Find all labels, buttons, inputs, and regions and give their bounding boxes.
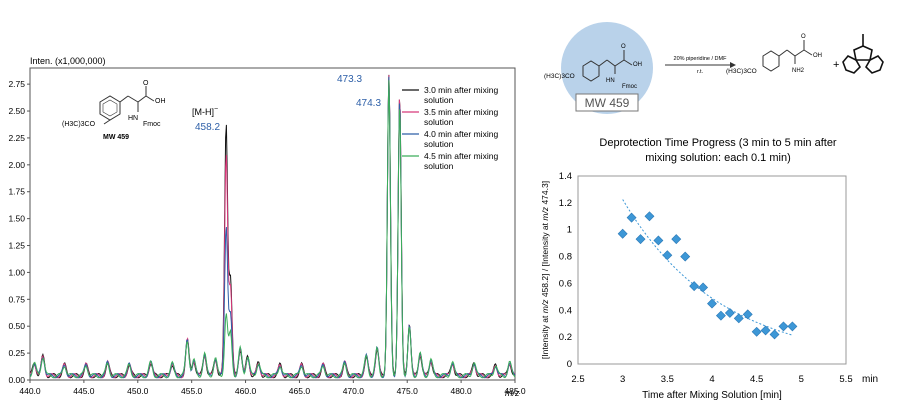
legend-label-cont: solution (424, 117, 454, 127)
ms-y-tick-label: 0.25 (8, 348, 25, 358)
ms-y-tick-label: 1.25 (8, 241, 25, 251)
ms-x-tick-label: 465.0 (289, 386, 311, 396)
legend-label-cont: solution (424, 161, 454, 171)
ms-y-ticks: 0.00 0.25 0.50 0.75 1.00 1.25 1.50 1.75 2.00 2.25… (8, 79, 30, 385)
inset-fmoc-label: Fmoc (143, 121, 161, 128)
ms-y-tick-label: 0.75 (8, 294, 25, 304)
ms-x-tick-label: 460.0 (235, 386, 257, 396)
ms-y-tick-label: 2.50 (8, 106, 25, 116)
ms-y-tick-label: 1.50 (8, 214, 25, 224)
ms-x-tick-label: 475.0 (397, 386, 419, 396)
inset-oh-label: OH (155, 98, 166, 105)
legend-label: 4.5 min after mixing (424, 151, 498, 161)
inset-mw-label: MW 459 (103, 134, 129, 141)
peak-label-mh: [M-H]− (192, 106, 218, 117)
legend-label: 3.5 min after mixing (424, 107, 498, 117)
ms-x-tick-label: 455.0 (181, 386, 203, 396)
ms-y-tick-label: 1.00 (8, 267, 25, 277)
ms-y-tick-label: 2.75 (8, 79, 25, 89)
ms-y-tick-label: 0.00 (8, 375, 25, 385)
ms-series-line (29, 80, 516, 379)
ms-series-lines (29, 74, 516, 379)
ms-y-tick-label: 0.50 (8, 321, 25, 331)
ms-x-tick-label: 440.0 (19, 386, 41, 396)
ms-x-tick-label: 445.0 (73, 386, 95, 396)
inset-formula-label: (H3C)3CO (62, 121, 96, 128)
legend-label-cont: solution (424, 95, 454, 105)
ms-x-ticks: 440.0 445.0 450.0 455.0 460.0 465.0 470.0 475.0… (19, 380, 526, 396)
legend-label: 4.0 min after mixing (424, 129, 498, 139)
peak-label-473: 473.3 (337, 74, 362, 85)
ms-x-tick-label: 450.0 (127, 386, 149, 396)
inset-benzene-ring (99, 95, 121, 121)
inset-structure (99, 86, 155, 125)
peak-label-458: 458.2 (195, 122, 220, 133)
inset-o-label: O (143, 80, 149, 87)
ms-x-axis-label: m/z (505, 388, 520, 398)
ms-x-tick-label: 485.0 (504, 386, 526, 396)
ms-y-tick-label: 2.25 (8, 133, 25, 143)
ms-y-tick-label: 2.00 (8, 160, 25, 170)
ms-y-tick-label: 1.75 (8, 187, 25, 197)
peak-label-474: 474.3 (356, 98, 381, 109)
legend-label: 3.0 min after mixing (424, 85, 498, 95)
ms-x-tick-label: 470.0 (343, 386, 365, 396)
ms-y-axis-title: Inten. (x1,000,000) (30, 56, 106, 66)
ms-plot-frame (29, 67, 516, 381)
inset-hn-label: HN (128, 115, 138, 122)
legend-label-cont: solution (424, 139, 454, 149)
ms-x-tick-label: 480.0 (450, 386, 472, 396)
